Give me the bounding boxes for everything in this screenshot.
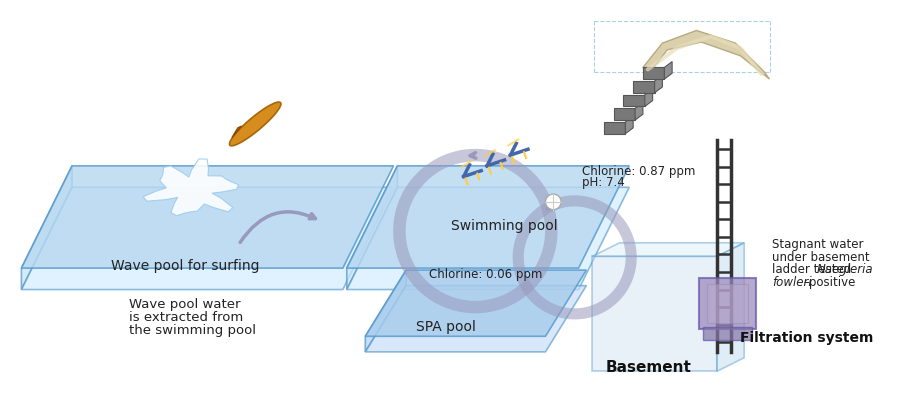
Text: is extracted from: is extracted from [129, 311, 243, 324]
Polygon shape [644, 89, 652, 106]
Bar [604, 122, 626, 134]
Bar [699, 278, 756, 329]
Text: –positive: –positive [804, 276, 856, 289]
Text: the swimming pool: the swimming pool [129, 323, 256, 336]
Text: Basement: Basement [606, 360, 692, 375]
Text: Swimming pool: Swimming pool [451, 219, 558, 233]
Polygon shape [592, 243, 744, 256]
Polygon shape [664, 61, 672, 79]
Polygon shape [346, 187, 629, 290]
Bar [703, 327, 752, 340]
Polygon shape [626, 116, 634, 134]
Polygon shape [654, 75, 662, 93]
Polygon shape [22, 187, 393, 290]
Text: Filtration system: Filtration system [741, 331, 874, 345]
Text: Wave pool water: Wave pool water [129, 298, 240, 311]
Text: under basement: under basement [772, 251, 870, 264]
Text: pH: 7.4: pH: 7.4 [581, 176, 625, 189]
Text: Chlorine: 0.06 ppm: Chlorine: 0.06 ppm [428, 268, 542, 281]
Bar [614, 108, 635, 120]
Polygon shape [232, 126, 241, 138]
Polygon shape [592, 256, 717, 372]
Bar [634, 81, 654, 93]
Polygon shape [365, 286, 587, 352]
Polygon shape [22, 166, 72, 290]
Bar [624, 95, 644, 106]
Text: ladder tested: ladder tested [772, 263, 855, 276]
Text: fowleri: fowleri [772, 276, 812, 289]
Polygon shape [365, 270, 406, 352]
Bar [643, 67, 664, 79]
Text: Chlorine: 0.87 ppm: Chlorine: 0.87 ppm [581, 165, 695, 178]
Polygon shape [230, 102, 281, 146]
Polygon shape [22, 166, 393, 268]
Polygon shape [717, 243, 744, 372]
Polygon shape [643, 30, 770, 79]
Polygon shape [365, 270, 587, 336]
Text: Stagnant water: Stagnant water [772, 238, 864, 251]
Bar [707, 284, 748, 323]
Text: SPA pool: SPA pool [416, 320, 476, 334]
Text: Wave pool for surfing: Wave pool for surfing [111, 259, 259, 273]
Polygon shape [346, 166, 629, 268]
Circle shape [545, 194, 561, 210]
Polygon shape [143, 159, 238, 216]
Polygon shape [346, 166, 398, 290]
Text: Naegleria: Naegleria [816, 263, 873, 276]
Polygon shape [635, 102, 643, 120]
